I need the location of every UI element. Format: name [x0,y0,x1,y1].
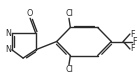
Text: F: F [132,37,137,46]
Text: N: N [5,29,11,38]
Text: F: F [130,30,135,39]
Text: F: F [130,44,135,53]
Text: N: N [5,45,11,54]
Text: Cl: Cl [65,65,73,74]
Text: Cl: Cl [65,9,73,18]
Text: O: O [27,9,33,18]
